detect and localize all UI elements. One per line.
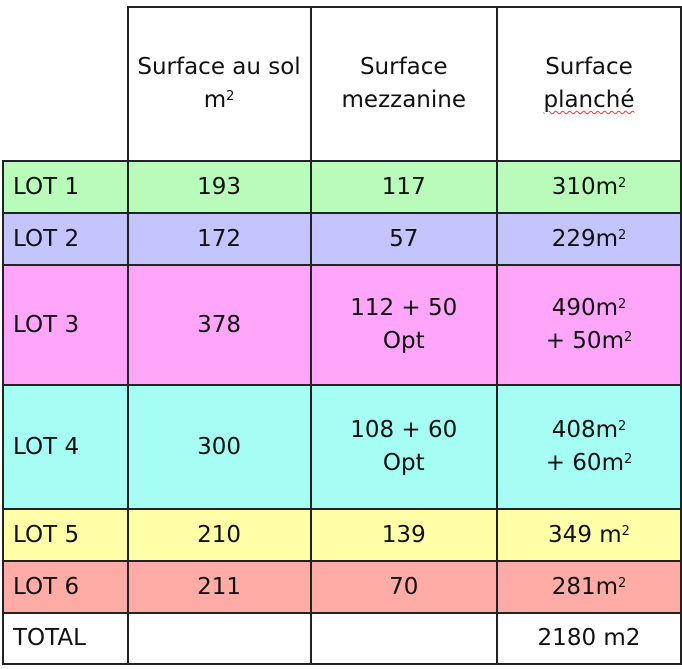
surface-mezzanine-cell: 112 + 50 Opt <box>309 264 499 386</box>
surface-planche-cell: 408m2 + 60m2 <box>496 384 682 510</box>
total-planche: 2180 m2 <box>496 612 682 665</box>
surface-sol-cell: 211 <box>126 560 312 614</box>
surface-planche-cell: 229m2 <box>496 212 682 266</box>
lot-label: LOT 3 <box>2 264 129 386</box>
surface-mezzanine-cell: 70 <box>309 560 499 614</box>
surface-planche-cell: 310m2 <box>496 160 682 214</box>
total-sol <box>126 612 312 665</box>
table-row: LOT 4 300 108 + 60 Opt 408m2 + 60m2 <box>2 384 682 510</box>
lot-label: LOT 6 <box>2 560 129 614</box>
surface-sol-cell: 300 <box>126 384 312 510</box>
surface-sol-cell: 210 <box>126 508 312 562</box>
table-row: LOT 2 172 57 229m2 <box>2 212 682 266</box>
total-row: TOTAL 2180 m2 <box>2 612 682 665</box>
table-row: LOT 5 210 139 349 m2 <box>2 508 682 562</box>
surface-planche-cell: 490m2 + 50m2 <box>496 264 682 386</box>
surface-mezzanine-cell: 139 <box>309 508 499 562</box>
surface-sol-cell: 193 <box>126 160 312 214</box>
surface-planche-cell: 349 m2 <box>496 508 682 562</box>
surface-mezzanine-cell: 57 <box>309 212 499 266</box>
header-row: Surface au sol m2 Surface mezzanine Surf… <box>3 6 682 162</box>
corner-cell <box>3 7 129 162</box>
lot-label: LOT 1 <box>2 160 129 214</box>
table-row: LOT 1 193 117 310m2 <box>2 160 682 214</box>
total-label: TOTAL <box>2 612 129 665</box>
surface-mezzanine-cell: 108 + 60 Opt <box>309 384 499 510</box>
surface-mezzanine-cell: 117 <box>309 160 499 214</box>
table-row: LOT 6 211 70 281m2 <box>2 560 682 614</box>
lot-label: LOT 5 <box>2 508 129 562</box>
lot-label: LOT 4 <box>2 384 129 510</box>
lot-label: LOT 2 <box>2 212 129 266</box>
surface-sol-cell: 172 <box>126 212 312 266</box>
surface-sol-cell: 378 <box>126 264 312 386</box>
table-row: LOT 3 378 112 + 50 Opt 490m2 + 50m2 <box>2 264 682 386</box>
header-surface-mezzanine: Surface mezzanine <box>309 6 499 162</box>
surface-table: Surface au sol m2 Surface mezzanine Surf… <box>2 6 682 665</box>
header-surface-sol: Surface au sol m2 <box>126 6 312 162</box>
total-mezz <box>309 612 499 665</box>
header-surface-planche: Surface planché <box>496 6 682 162</box>
surface-planche-cell: 281m2 <box>496 560 682 614</box>
